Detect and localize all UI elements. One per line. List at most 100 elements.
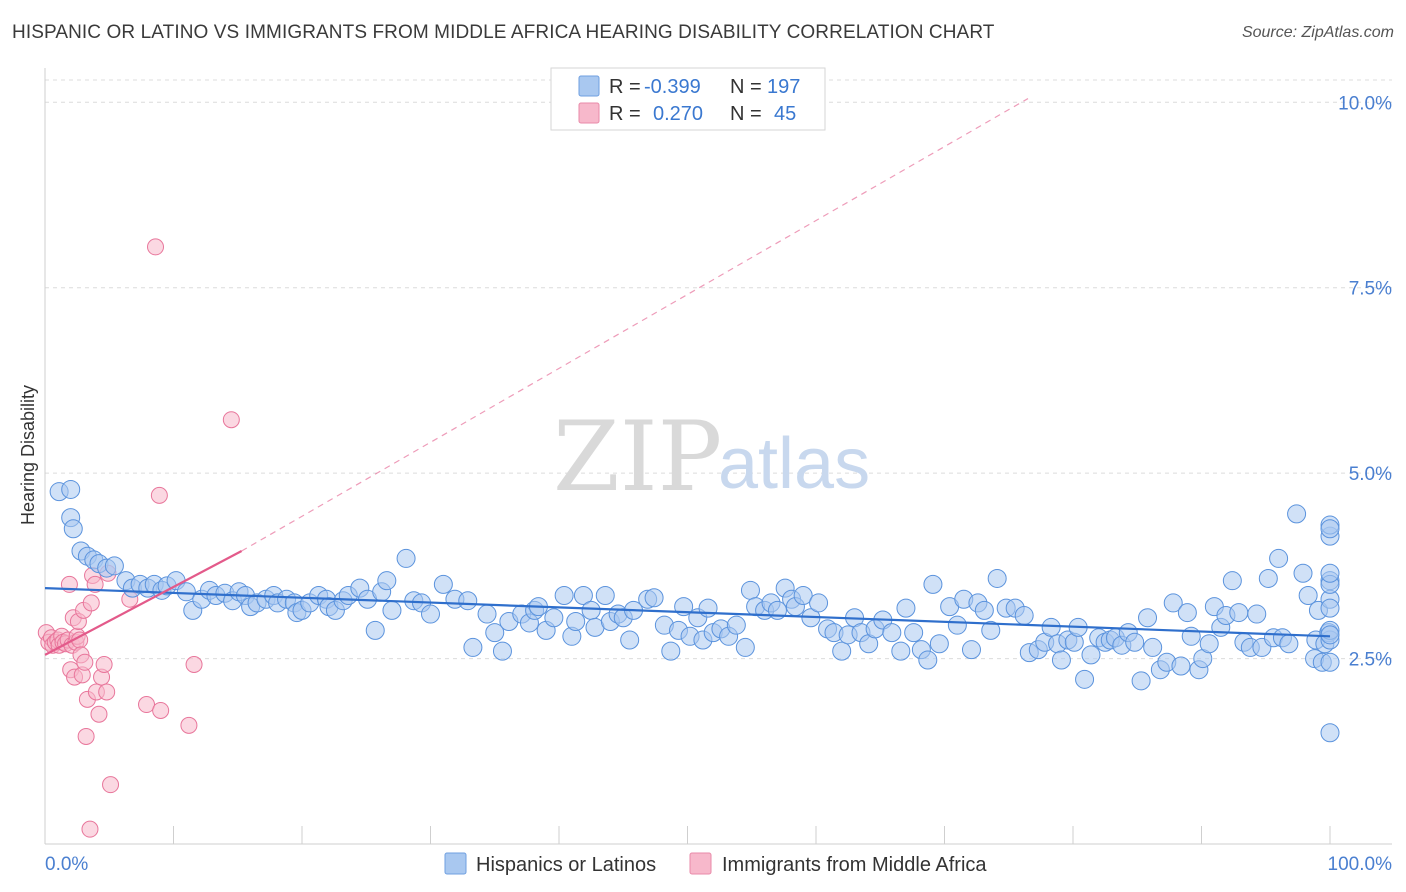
legend-n-label-blue: N = <box>730 76 762 98</box>
top-legend: R = -0.399 N = 197 R = 0.270 N = 45 <box>550 67 826 131</box>
data-point <box>98 683 116 701</box>
data-point <box>1041 617 1061 637</box>
data-point <box>485 623 505 643</box>
data-point <box>76 653 94 671</box>
data-point <box>147 238 165 256</box>
data-point <box>477 604 497 624</box>
y-tick-label: 7.5% <box>1349 279 1392 300</box>
bottom-legend-swatch-blue <box>444 852 467 875</box>
watermark: ZIP atlas <box>553 401 870 513</box>
data-point <box>1320 652 1340 672</box>
data-point <box>882 623 902 643</box>
data-point <box>152 701 170 719</box>
trend-lines <box>44 98 1331 656</box>
data-point <box>63 519 83 539</box>
data-point <box>974 600 994 620</box>
data-point <box>396 548 416 568</box>
bottom-legend: Hispanics or Latinos Immigrants from Mid… <box>444 852 987 876</box>
data-point <box>1138 608 1158 628</box>
data-point <box>61 479 81 499</box>
data-point <box>81 820 99 838</box>
data-point <box>1258 568 1278 588</box>
y-tick-labels: 2.5% 5.0% 7.5% 10.0% <box>1338 93 1392 670</box>
data-point <box>90 705 108 723</box>
data-point <box>104 556 124 576</box>
legend-r-value-pink: 0.270 <box>653 103 703 125</box>
legend-r-value-blue: -0.399 <box>644 76 701 98</box>
data-point <box>1131 671 1151 691</box>
data-point <box>1320 625 1340 645</box>
data-point <box>809 593 829 613</box>
data-point <box>620 630 640 650</box>
data-point <box>947 615 967 635</box>
data-point <box>581 600 601 620</box>
data-point <box>566 611 586 631</box>
data-point <box>735 637 755 657</box>
data-point <box>458 591 478 611</box>
data-point <box>95 655 113 673</box>
data-point <box>923 574 943 594</box>
x-tick-labels: 0.0% 100.0% <box>45 854 1392 875</box>
data-point <box>1163 593 1183 613</box>
data-point <box>82 594 100 612</box>
data-point <box>1320 723 1340 743</box>
axes <box>44 68 1392 845</box>
data-point <box>918 650 938 670</box>
data-point <box>176 582 196 602</box>
legend-n-value-blue: 197 <box>767 76 800 98</box>
y-tick-label: 10.0% <box>1338 93 1392 114</box>
data-point <box>222 411 240 429</box>
x-tick-label-max: 100.0% <box>1328 854 1393 875</box>
bottom-legend-swatch-pink <box>689 852 712 875</box>
data-point <box>433 574 453 594</box>
data-point <box>698 598 718 618</box>
data-point <box>961 640 981 660</box>
y-axis-label: Hearing Disability <box>18 385 38 525</box>
legend-swatch-blue <box>578 75 600 97</box>
legend-n-label-pink: N = <box>730 103 762 125</box>
data-point <box>929 634 949 654</box>
data-point <box>904 623 924 643</box>
y-tick-label: 2.5% <box>1349 650 1392 671</box>
data-point <box>1081 645 1101 665</box>
legend-n-value-pink: 45 <box>774 103 796 125</box>
data-point <box>896 598 916 618</box>
data-point <box>1287 504 1307 524</box>
data-point <box>832 641 852 661</box>
data-point <box>726 615 746 635</box>
data-point <box>891 641 911 661</box>
data-point <box>150 486 168 504</box>
bottom-legend-label-blue: Hispanics or Latinos <box>476 854 656 876</box>
data-point <box>544 608 564 628</box>
data-point <box>740 580 760 600</box>
data-point <box>185 655 203 673</box>
data-point <box>1075 669 1095 689</box>
data-point <box>595 586 615 606</box>
data-point <box>102 776 120 794</box>
trend-line-middle-africa-extended <box>241 98 1029 552</box>
data-point <box>1320 519 1340 539</box>
data-point <box>1229 603 1249 623</box>
data-point <box>573 586 593 606</box>
legend-swatch-pink <box>578 102 600 124</box>
data-point <box>1014 606 1034 626</box>
data-point <box>1279 634 1299 654</box>
watermark-zip: ZIP <box>553 401 722 513</box>
chart-source: Source: ZipAtlas.com <box>1241 24 1394 41</box>
data-point <box>1177 603 1197 623</box>
series-immigrants-middle-africa-points <box>37 238 240 838</box>
legend-r-label-blue: R = <box>609 76 641 98</box>
data-point <box>1247 604 1267 624</box>
data-point <box>1143 637 1163 657</box>
data-point <box>421 604 440 624</box>
data-point <box>463 637 483 657</box>
data-point <box>644 588 664 608</box>
data-point <box>138 696 156 714</box>
data-point <box>1320 598 1340 618</box>
bottom-legend-label-pink: Immigrants from Middle Africa <box>722 854 987 876</box>
data-point <box>661 641 681 661</box>
data-point <box>77 727 95 745</box>
data-point <box>377 571 397 591</box>
data-point <box>793 586 813 606</box>
